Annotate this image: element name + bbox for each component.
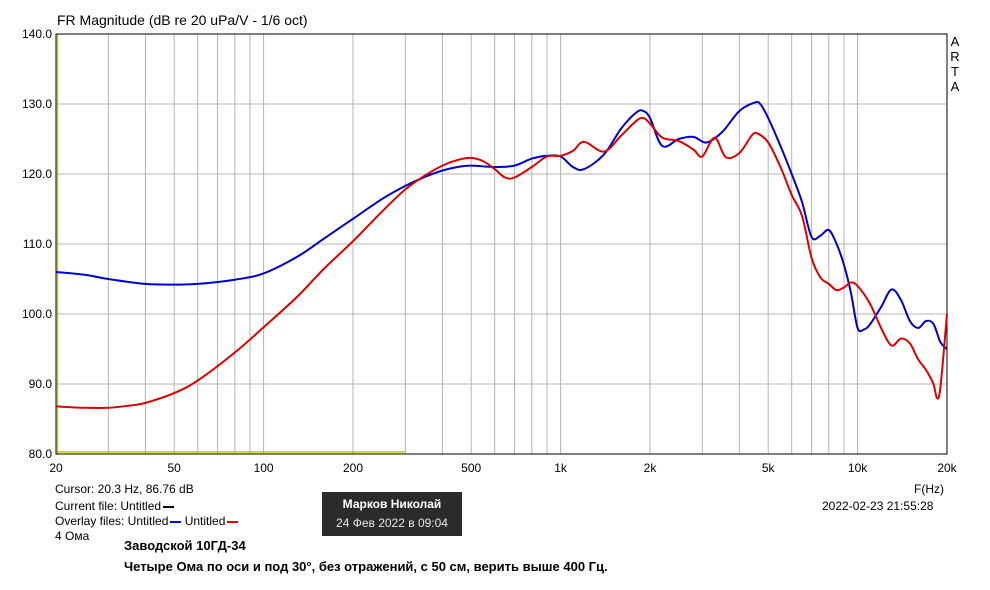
x-tick-label: 10k xyxy=(848,461,868,475)
y-tick-label: 100.0 xyxy=(22,307,52,321)
x-tick-label: 200 xyxy=(343,461,363,475)
overlay-files-line: Overlay files: Untitled Untitled xyxy=(55,514,239,529)
caption-title: Заводской 10ГД-34 xyxy=(124,538,246,553)
x-tick-label: 20k xyxy=(937,461,957,475)
x-tick-label: 2k xyxy=(644,461,658,475)
cursor-readout: Cursor: 20.3 Hz, 86.76 dB xyxy=(55,482,194,496)
arta-letter: R xyxy=(950,49,960,64)
y-tick-label: 80.0 xyxy=(29,447,53,461)
overlay-red-swatch xyxy=(227,520,239,523)
author-name: Марков Николай xyxy=(342,497,442,511)
overlay-file-second: Untitled xyxy=(184,514,226,528)
arta-brand-label: A R T A xyxy=(949,34,961,94)
red-series-line xyxy=(55,116,948,410)
overlay-blue-swatch xyxy=(170,520,182,523)
caption-description: Четыре Ома по оси и под 30°, без отражен… xyxy=(124,559,608,574)
blue-series-line xyxy=(55,100,948,350)
y-tick-label: 130.0 xyxy=(22,97,52,111)
timestamp: 2022-02-23 21:55:28 xyxy=(822,499,934,513)
author-badge: Марков Николай 24 Фев 2022 в 09:04 xyxy=(322,492,462,536)
x-tick-label: 50 xyxy=(168,461,182,475)
arta-letter: A xyxy=(950,79,960,94)
current-file-line: Current file: Untitled xyxy=(55,499,175,514)
arta-letter: A xyxy=(950,34,960,49)
y-tick-label: 140.0 xyxy=(22,27,52,41)
x-tick-label: 500 xyxy=(461,461,481,475)
overlay-files-label: Overlay files: Untitled xyxy=(55,514,169,528)
chart-title: FR Magnitude (dB re 20 uPa/V - 1/6 oct) xyxy=(57,12,308,28)
frequency-axis-label: F(Hz) xyxy=(914,482,944,496)
post-date: 24 Фев 2022 в 09:04 xyxy=(336,516,448,530)
y-tick-label: 120.0 xyxy=(22,167,52,181)
y-tick-label: 110.0 xyxy=(23,237,52,251)
x-tick-label: 100 xyxy=(254,461,274,475)
arta-letter: T xyxy=(951,64,959,79)
x-tick-label: 1k xyxy=(554,461,568,475)
impedance-label: 4 Ома xyxy=(55,529,90,543)
x-tick-label: 5k xyxy=(762,461,776,475)
plot-frame xyxy=(55,33,948,455)
current-file-swatch xyxy=(163,505,175,508)
current-file-label: Current file: Untitled xyxy=(55,499,162,513)
y-tick-label: 90.0 xyxy=(29,377,53,391)
x-tick-label: 20 xyxy=(49,461,63,475)
